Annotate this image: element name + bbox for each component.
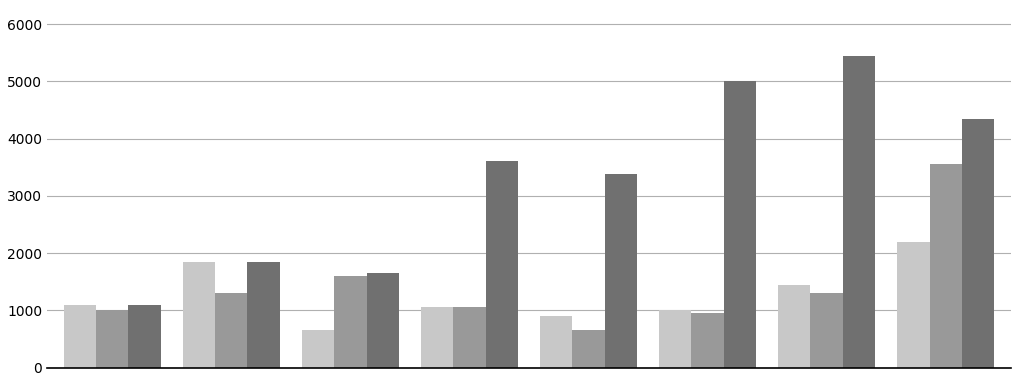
Bar — [216, 293, 247, 368]
Bar — [97, 310, 128, 368]
Bar — [486, 162, 518, 368]
Bar — [810, 293, 843, 368]
Bar — [660, 310, 691, 368]
Bar — [843, 56, 874, 368]
Bar — [541, 316, 572, 368]
Bar — [334, 276, 366, 368]
Bar — [898, 242, 929, 368]
Bar — [302, 331, 334, 368]
Bar — [421, 308, 453, 368]
Bar — [962, 119, 994, 368]
Bar — [605, 174, 636, 368]
Bar — [247, 262, 280, 368]
Bar — [724, 81, 755, 368]
Bar — [183, 262, 216, 368]
Bar — [128, 304, 161, 368]
Bar — [64, 304, 97, 368]
Bar — [453, 308, 486, 368]
Bar — [929, 164, 962, 368]
Bar — [366, 273, 399, 368]
Bar — [572, 331, 605, 368]
Bar — [691, 313, 724, 368]
Bar — [779, 285, 810, 368]
